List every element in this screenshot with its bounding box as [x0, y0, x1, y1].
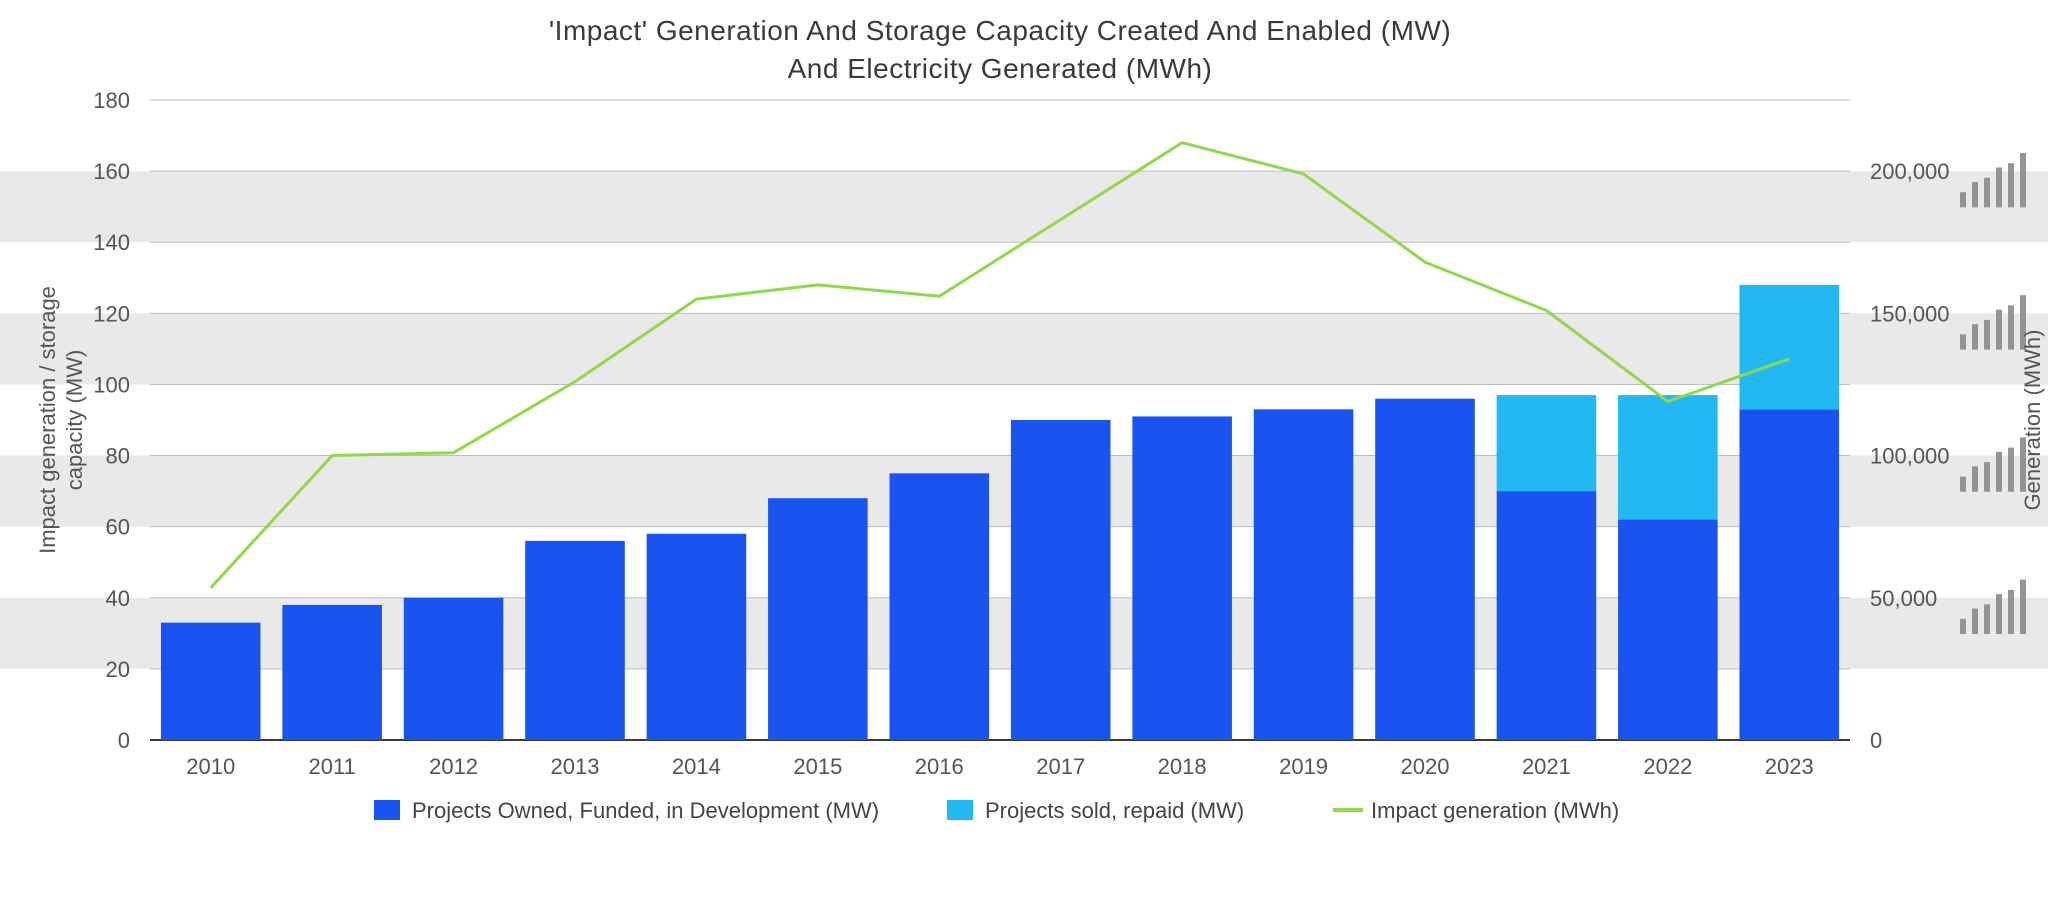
bar-owned-funded: [404, 598, 504, 740]
x-tick-label: 2012: [429, 754, 478, 779]
right-ghost-bar: [1984, 178, 1990, 208]
x-tick-label: 2017: [1036, 754, 1085, 779]
bar-sold-repaid: [1740, 285, 1840, 409]
right-ghost-bar: [1972, 324, 1978, 349]
bar-owned-funded: [1618, 520, 1718, 740]
bar-sold-repaid: [1497, 395, 1597, 491]
x-tick-label: 2022: [1643, 754, 1692, 779]
bar-owned-funded: [525, 541, 625, 740]
x-tick-label: 2021: [1522, 754, 1571, 779]
right-tick-label: 100,000: [1870, 444, 1950, 469]
bar-owned-funded: [768, 498, 868, 740]
left-tick-label: 120: [93, 301, 130, 326]
chart-title-line2: And Electricity Generated (MWh): [788, 53, 1213, 84]
bar-owned-funded: [161, 623, 261, 740]
legend-label: Impact generation (MWh): [1371, 798, 1619, 823]
bar-owned-funded: [1740, 409, 1840, 740]
x-tick-label: 2014: [672, 754, 721, 779]
right-tick-label: 50,000: [1870, 586, 1937, 611]
bar-owned-funded: [647, 534, 747, 740]
right-ghost-bar: [1960, 619, 1966, 634]
grid-band: [0, 171, 2048, 242]
right-ghost-bar: [1984, 320, 1990, 350]
impact-chart: 'Impact' Generation And Storage Capacity…: [0, 0, 2048, 904]
bar-owned-funded: [1497, 491, 1597, 740]
bar-owned-funded: [1375, 399, 1475, 740]
legend-label: Projects Owned, Funded, in Development (…: [412, 798, 879, 823]
x-tick-label: 2023: [1765, 754, 1814, 779]
right-ghost-bar: [2008, 448, 2014, 492]
right-ghost-bar: [2008, 590, 2014, 634]
x-tick-label: 2018: [1158, 754, 1207, 779]
right-tick-label: 200,000: [1870, 159, 1950, 184]
legend-label: Projects sold, repaid (MW): [985, 798, 1244, 823]
x-tick-label: 2019: [1279, 754, 1328, 779]
legend-swatch: [374, 800, 400, 820]
bar-owned-funded: [1011, 420, 1111, 740]
right-ghost-bar: [1996, 167, 2002, 207]
left-tick-label: 160: [93, 159, 130, 184]
left-tick-label: 0: [118, 728, 130, 753]
right-ghost-bar: [2020, 580, 2026, 634]
x-tick-label: 2011: [308, 754, 355, 779]
right-ghost-bar: [1972, 182, 1978, 207]
right-ghost-bar: [1996, 594, 2002, 634]
left-tick-label: 60: [106, 515, 130, 540]
x-tick-label: 2010: [186, 754, 235, 779]
left-tick-label: 100: [93, 372, 130, 397]
x-tick-label: 2015: [793, 754, 842, 779]
right-ghost-bar: [1996, 452, 2002, 492]
right-tick-label: 150,000: [1870, 301, 1950, 326]
legend-swatch: [947, 800, 973, 820]
right-ghost-bar: [1960, 192, 1966, 207]
right-ghost-bar: [1984, 604, 1990, 634]
right-ghost-bar: [2020, 153, 2026, 207]
right-ghost-bar: [1972, 466, 1978, 491]
right-ghost-bar: [1996, 310, 2002, 350]
left-tick-label: 180: [93, 88, 130, 113]
bar-owned-funded: [282, 605, 382, 740]
chart-title-line1: 'Impact' Generation And Storage Capacity…: [549, 15, 1451, 46]
right-ghost-bar: [1960, 477, 1966, 492]
left-axis-title-2: capacity (MW): [62, 350, 87, 491]
left-tick-label: 80: [106, 444, 130, 469]
bar-owned-funded: [1132, 416, 1232, 740]
bar-sold-repaid: [1618, 395, 1718, 519]
left-tick-label: 140: [93, 230, 130, 255]
x-tick-label: 2020: [1401, 754, 1450, 779]
right-ghost-bar: [1960, 334, 1966, 349]
right-ghost-bar: [2008, 305, 2014, 349]
x-tick-label: 2013: [551, 754, 600, 779]
bar-owned-funded: [890, 473, 990, 740]
x-tick-label: 2016: [915, 754, 964, 779]
right-tick-label: 0: [1870, 728, 1882, 753]
right-ghost-bar: [1984, 462, 1990, 492]
left-axis-title: Impact generation / storage: [35, 286, 60, 554]
left-tick-label: 20: [106, 657, 130, 682]
right-ghost-bar: [1972, 609, 1978, 634]
left-tick-label: 40: [106, 586, 130, 611]
right-axis-title: Generation (MWh): [2020, 330, 2045, 511]
bar-owned-funded: [1254, 409, 1354, 740]
right-ghost-bar: [2008, 163, 2014, 207]
